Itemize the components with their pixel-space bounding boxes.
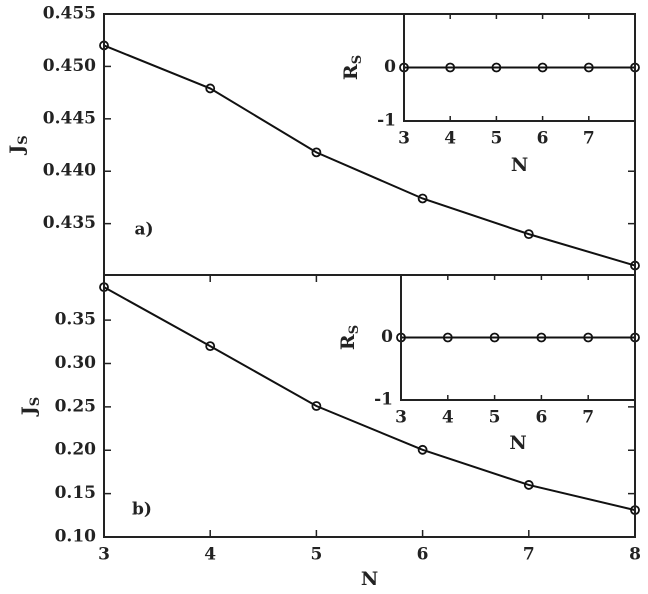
data-point (205, 341, 216, 352)
data-point (491, 62, 502, 73)
x-axis-label: N (509, 432, 526, 454)
data-point (311, 401, 322, 411)
y-tick-label: -1 (377, 111, 396, 131)
data-point (311, 147, 322, 158)
data-line (103, 44, 636, 267)
x-tick-label: 4 (204, 545, 216, 565)
y-axis-label-main: R (337, 334, 359, 350)
y-axis-label-subscript: S (16, 135, 31, 144)
y-tick-label: 0.450 (43, 56, 96, 76)
x-axis-label: N (361, 568, 378, 590)
axes-frame (400, 274, 636, 401)
y-axis-label-subscript: S (28, 397, 43, 406)
data-point (417, 193, 428, 204)
data-point (205, 83, 216, 94)
data-point (523, 480, 534, 490)
x-tick-label: 3 (395, 408, 407, 428)
y-axis-label: JS (6, 135, 31, 155)
axes-frame (103, 274, 636, 538)
x-tick-label: 5 (489, 408, 501, 428)
y-tick-label: -1 (374, 390, 393, 410)
x-tick-label: 3 (398, 129, 410, 149)
x-axis-label: N (511, 154, 528, 176)
data-point (445, 62, 456, 73)
y-tick-label: 0.445 (43, 108, 96, 128)
y-tick-label: 0 (384, 57, 396, 77)
y-tick-label: 0.30 (55, 353, 97, 373)
x-tick-label: 8 (629, 545, 641, 565)
y-tick-label: 0.35 (55, 310, 96, 330)
y-axis-label: RS (340, 55, 365, 80)
y-axis-label-subscript: S (347, 325, 362, 334)
data-point (536, 332, 547, 343)
y-tick-label: 0.455 (43, 4, 96, 24)
x-tick-label: 3 (98, 545, 110, 565)
y-axis-label: JS (18, 397, 43, 417)
y-tick-label: 0 (381, 327, 393, 347)
y-tick-label: 0.15 (55, 483, 96, 503)
data-point (489, 332, 500, 343)
y-tick-label: 0.10 (55, 527, 97, 547)
y-axis-label-main: J (6, 145, 28, 156)
y-tick-label: 0.25 (55, 396, 96, 416)
data-point (442, 332, 453, 343)
data-point (583, 332, 594, 343)
y-tick-label: 0.435 (43, 213, 96, 233)
x-tick-label: 7 (523, 545, 535, 565)
x-tick-label: 5 (310, 545, 322, 565)
x-tick-label: 7 (582, 408, 594, 428)
y-axis-label: RS (337, 325, 362, 350)
y-axis-label-main: J (18, 406, 40, 417)
x-tick-label: 6 (535, 408, 547, 428)
x-tick-label: 6 (417, 545, 429, 565)
x-tick-label: 5 (490, 129, 502, 149)
y-tick-label: 0.440 (43, 161, 96, 181)
x-tick-label: 6 (537, 129, 549, 149)
data-point (523, 229, 534, 240)
data-point (537, 62, 548, 73)
axes-frame (403, 13, 636, 122)
y-tick-label: 0.20 (55, 440, 97, 460)
x-tick-label: 4 (442, 408, 454, 428)
y-axis-label-main: R (340, 64, 362, 80)
panel-label: a) (134, 220, 153, 240)
x-tick-label: 4 (444, 129, 456, 149)
data-line (103, 286, 636, 512)
panel-label: b) (132, 500, 152, 520)
data-point (417, 444, 428, 455)
data-point (583, 62, 594, 73)
y-axis-label-subscript: S (350, 55, 365, 64)
x-tick-label: 7 (583, 129, 595, 149)
